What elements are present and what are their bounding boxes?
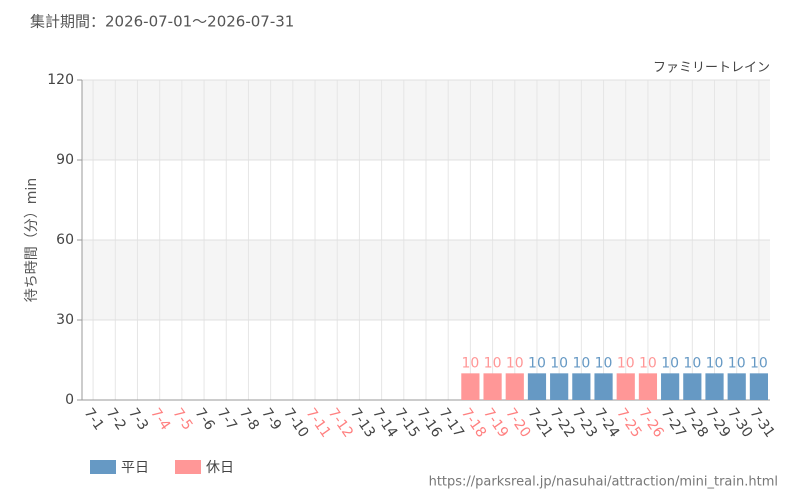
x-tick-label: 7-1 — [81, 405, 107, 433]
bar — [749, 373, 769, 400]
value-label: 10 — [461, 355, 479, 371]
value-label: 10 — [728, 355, 746, 371]
x-tick-label: 7-31 — [746, 405, 777, 440]
bar — [616, 373, 635, 400]
value-label: 10 — [683, 355, 701, 371]
legend-label: 休日 — [206, 460, 234, 476]
bar — [572, 373, 591, 400]
y-axis-label: 待ち時間（分）min — [24, 178, 40, 302]
value-label: 10 — [528, 355, 546, 371]
value-label: 10 — [572, 355, 590, 371]
legend-label: 平日 — [121, 460, 149, 476]
bar — [527, 373, 547, 400]
value-label: 10 — [661, 355, 679, 371]
value-label: 10 — [595, 355, 613, 371]
bar — [594, 373, 613, 400]
value-label: 10 — [750, 355, 768, 371]
chart-title: 集計期間：2026-07-01～2026-07-31 — [30, 13, 294, 31]
x-tick-label: 7-7 — [214, 405, 240, 433]
bar — [727, 373, 746, 400]
source-url: https://parksreal.jp/nasuhai/attraction/… — [429, 475, 778, 490]
x-tick-label: 7-4 — [147, 405, 173, 433]
value-label: 10 — [550, 355, 568, 371]
value-label: 10 — [706, 355, 724, 371]
value-label: 10 — [639, 355, 657, 371]
bar — [550, 373, 569, 400]
value-label: 10 — [506, 355, 524, 371]
chart-subtitle: ファミリートレイン — [653, 61, 770, 76]
legend-swatch — [175, 460, 201, 474]
value-label: 10 — [617, 355, 635, 371]
bar — [505, 373, 524, 400]
bar — [661, 373, 680, 400]
bar — [483, 373, 502, 400]
x-tick-label: 7-9 — [258, 405, 284, 433]
y-tick-label: 30 — [56, 312, 74, 328]
x-tick-label: 7-3 — [125, 405, 151, 433]
y-tick-label: 120 — [47, 72, 74, 88]
bar — [638, 373, 658, 400]
x-tick-label: 7-5 — [169, 405, 195, 433]
bar — [683, 373, 702, 400]
y-tick-label: 90 — [56, 152, 74, 168]
bar — [705, 373, 724, 400]
x-tick-label: 7-8 — [236, 405, 262, 433]
bar — [461, 373, 480, 400]
x-tick-label: 7-6 — [192, 405, 218, 433]
y-tick-label: 0 — [65, 392, 74, 408]
legend-swatch — [90, 460, 116, 474]
value-label: 10 — [484, 355, 502, 371]
y-tick-label: 60 — [56, 232, 74, 248]
x-tick-label: 7-2 — [103, 405, 129, 433]
